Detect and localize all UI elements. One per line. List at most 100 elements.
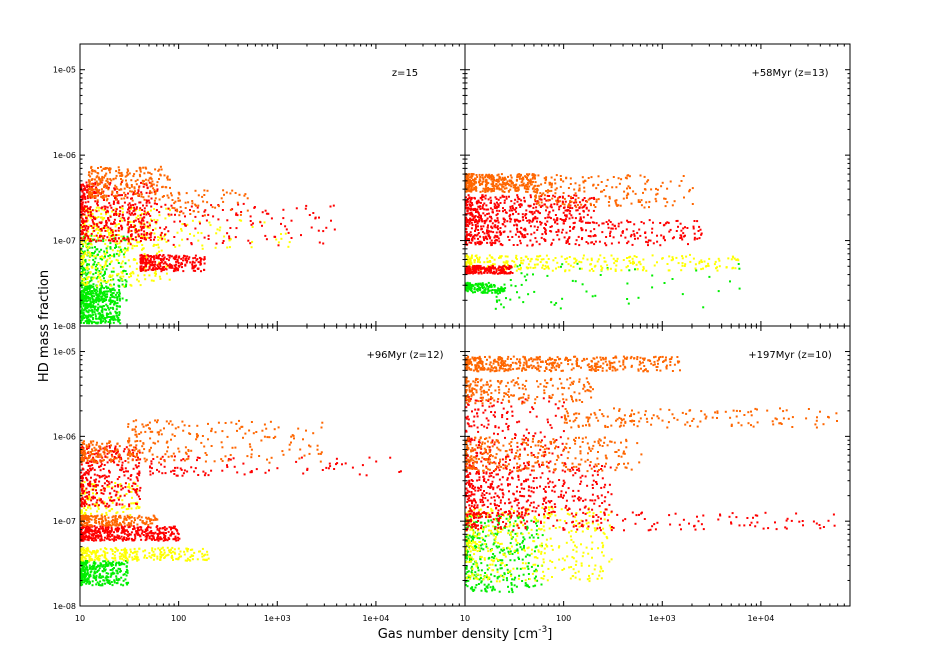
point	[539, 192, 542, 195]
point	[96, 248, 99, 251]
point	[536, 263, 539, 266]
point	[531, 173, 534, 176]
point	[681, 262, 684, 265]
point	[146, 236, 149, 239]
point	[514, 263, 517, 266]
point	[102, 277, 105, 280]
point	[218, 229, 221, 232]
point	[84, 242, 87, 245]
point	[487, 212, 490, 215]
point	[487, 234, 490, 237]
point	[108, 257, 111, 260]
point	[203, 558, 206, 561]
point	[88, 187, 91, 190]
point	[581, 176, 584, 179]
point	[489, 207, 492, 210]
point	[175, 254, 178, 257]
point	[102, 197, 105, 200]
point	[493, 205, 496, 208]
point	[616, 204, 619, 207]
point	[138, 220, 141, 223]
point	[141, 235, 144, 238]
point	[651, 227, 654, 230]
point	[88, 234, 91, 237]
point	[468, 176, 471, 179]
point	[168, 266, 171, 269]
point	[505, 187, 508, 190]
point	[514, 188, 517, 191]
point	[522, 236, 525, 239]
point	[588, 269, 591, 272]
point	[127, 221, 130, 224]
point	[127, 259, 130, 262]
point	[82, 262, 85, 265]
point	[175, 260, 178, 263]
point	[499, 227, 502, 229]
point	[541, 204, 544, 207]
point	[601, 190, 604, 193]
point	[544, 264, 547, 267]
point	[98, 270, 101, 272]
point	[539, 223, 542, 226]
point	[110, 234, 113, 237]
point	[109, 319, 112, 322]
point	[163, 238, 166, 241]
point	[191, 200, 194, 202]
point	[176, 260, 179, 263]
point	[142, 185, 145, 188]
point	[86, 305, 89, 308]
point	[482, 204, 485, 207]
point	[567, 206, 570, 209]
point	[627, 221, 630, 224]
point	[509, 213, 512, 216]
point	[115, 212, 118, 215]
point	[143, 234, 146, 237]
point	[242, 202, 245, 205]
point	[122, 275, 125, 278]
point	[556, 203, 559, 206]
point	[478, 258, 481, 261]
point	[194, 215, 197, 218]
point	[104, 321, 107, 324]
point	[689, 253, 691, 256]
point	[626, 219, 629, 222]
point	[482, 180, 485, 183]
point	[145, 557, 148, 559]
point	[135, 267, 138, 270]
panel-2: +58Myr (z=13)	[465, 68, 829, 310]
point	[526, 219, 529, 222]
point	[611, 223, 614, 226]
point	[137, 194, 140, 197]
point	[655, 200, 658, 203]
point	[178, 244, 181, 247]
point	[135, 556, 138, 559]
point	[505, 197, 508, 200]
point	[465, 228, 468, 230]
point	[287, 245, 290, 248]
point	[158, 178, 160, 180]
point	[568, 212, 571, 215]
point	[167, 239, 170, 242]
point	[169, 209, 171, 212]
point	[122, 506, 125, 509]
point	[91, 286, 94, 289]
point	[473, 286, 476, 289]
point	[158, 261, 161, 264]
point	[118, 314, 121, 317]
point	[149, 236, 152, 239]
point	[497, 267, 500, 270]
point	[470, 263, 473, 265]
point	[141, 237, 144, 240]
point	[554, 188, 557, 191]
point	[136, 550, 139, 553]
point	[163, 265, 165, 268]
point	[84, 560, 87, 562]
point	[87, 242, 90, 245]
point	[485, 208, 488, 211]
point	[99, 320, 102, 323]
point	[115, 214, 118, 216]
point	[564, 218, 567, 221]
point	[229, 208, 232, 211]
point	[87, 281, 90, 284]
point	[98, 221, 101, 224]
